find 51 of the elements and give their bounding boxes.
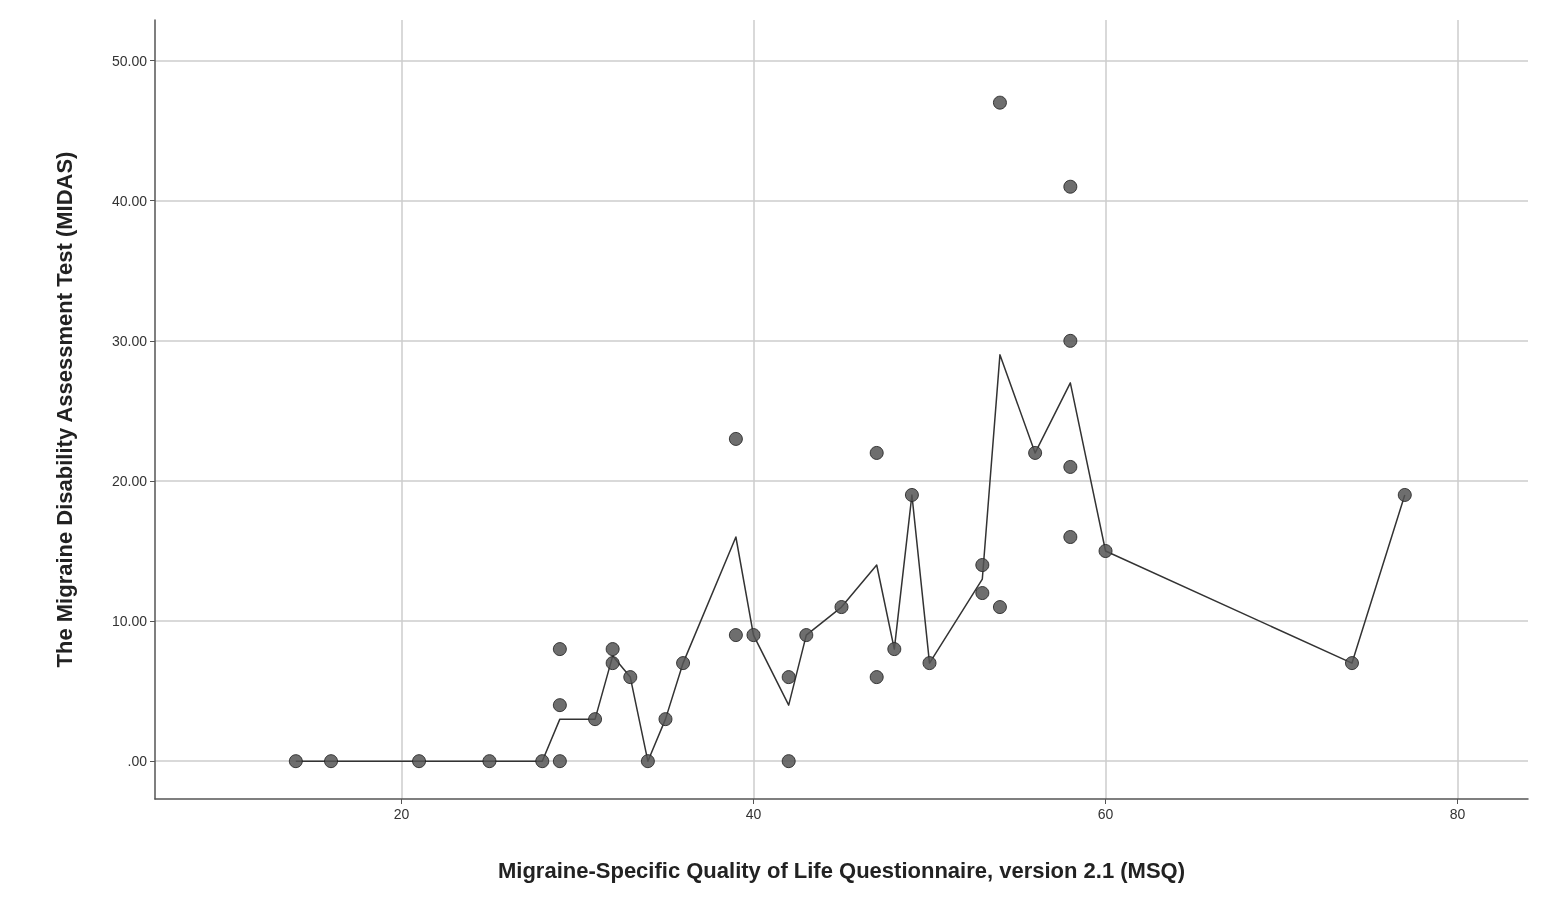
x-tick-label: 80 (1449, 806, 1466, 822)
y-tick-label: .00 (127, 753, 148, 770)
point (1397, 487, 1412, 502)
point (1063, 179, 1078, 194)
point (412, 754, 427, 769)
point (588, 712, 603, 727)
x-axis-title: Migraine-Specific Quality of Life Questionnaire, version 2.1 (MSQ) (497, 857, 1186, 883)
point (869, 670, 884, 685)
y-tick-label: 20.00 (111, 472, 148, 489)
point (1063, 333, 1078, 348)
point (324, 754, 339, 769)
point (552, 754, 567, 769)
point (728, 628, 743, 643)
point (1098, 544, 1113, 559)
point (658, 712, 673, 727)
point (869, 445, 884, 460)
point (746, 628, 761, 643)
point (992, 600, 1007, 615)
point (676, 656, 691, 671)
point (605, 642, 620, 657)
y-tick-label: 50.00 (111, 52, 148, 69)
point (552, 642, 567, 657)
point (781, 670, 796, 685)
point (781, 754, 796, 769)
point (834, 600, 849, 615)
point (1344, 656, 1359, 671)
point (922, 656, 937, 671)
point (904, 487, 919, 502)
point (605, 656, 620, 671)
point (1063, 459, 1078, 474)
point (288, 754, 303, 769)
point (975, 586, 990, 601)
x-tick-label: 20 (393, 806, 410, 822)
y-tick-label: 30.00 (111, 332, 148, 349)
point (482, 754, 497, 769)
point (623, 670, 638, 685)
point (992, 95, 1007, 110)
x-tick-label: 40 (745, 806, 762, 822)
point (887, 642, 902, 657)
point (799, 628, 814, 643)
point (728, 431, 743, 446)
point (552, 698, 567, 713)
point (975, 558, 990, 573)
y-tick-label: 10.00 (111, 613, 148, 630)
y-tick-label: 40.00 (111, 192, 148, 209)
point (1028, 445, 1043, 460)
y-axis-title: The Migraine Disability Assessment Test (MIDAS) (51, 151, 77, 668)
point (535, 754, 550, 769)
point (640, 754, 655, 769)
x-tick-label: 60 (1097, 806, 1114, 822)
point (1063, 530, 1078, 544)
